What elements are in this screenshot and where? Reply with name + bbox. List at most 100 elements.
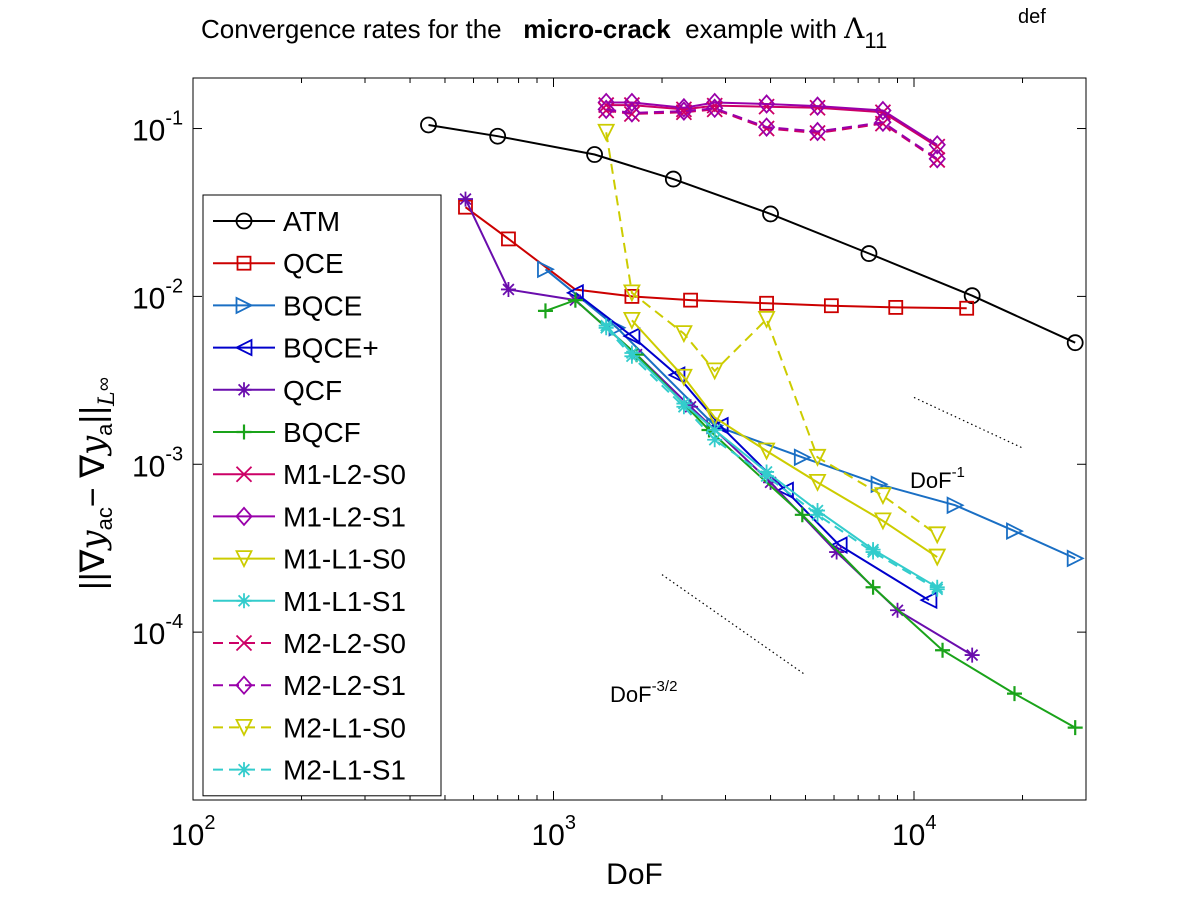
y-tick-label: 10-2 bbox=[132, 275, 183, 315]
data-point bbox=[537, 303, 553, 319]
data-point bbox=[808, 448, 827, 467]
data-point bbox=[537, 260, 555, 279]
data-point bbox=[873, 512, 892, 531]
data-point bbox=[919, 591, 938, 610]
data-point bbox=[500, 281, 516, 297]
series-M1-L2-S1 bbox=[597, 92, 946, 155]
data-point bbox=[705, 362, 724, 381]
data-point bbox=[622, 327, 641, 346]
data-point bbox=[597, 123, 616, 142]
legend-entry: ATM bbox=[213, 206, 340, 237]
legend-box bbox=[202, 194, 442, 797]
data-point bbox=[763, 474, 779, 490]
legend-label: M2-L1-S0 bbox=[283, 712, 406, 743]
reference-lines: DoF-1 DoF-3/2 bbox=[610, 396, 1023, 707]
title-symbol: Λ bbox=[843, 12, 865, 45]
data-point bbox=[808, 121, 827, 142]
legend-label: M2-L2-S0 bbox=[283, 628, 406, 659]
data-point bbox=[829, 544, 845, 560]
series-line-M1-L2-S1 bbox=[606, 101, 938, 146]
legend-entry: BQCF bbox=[213, 417, 361, 448]
data-point bbox=[457, 191, 473, 207]
axis-labels: DoF ||∇yac− ∇ya||L∞ bbox=[73, 377, 663, 891]
title-superscript: def bbox=[1018, 6, 1046, 28]
y-tick-label: 10-3 bbox=[132, 443, 183, 483]
data-point bbox=[1006, 522, 1025, 541]
ylabel-subscript-L: L bbox=[95, 391, 120, 407]
data-point bbox=[598, 320, 614, 336]
series-line-ATM bbox=[428, 124, 1076, 344]
data-point bbox=[1066, 549, 1085, 568]
legend-swatch-marker bbox=[235, 675, 253, 696]
series-M1-L1-S0 bbox=[622, 311, 947, 567]
legend-swatch-marker bbox=[236, 255, 252, 271]
data-point bbox=[964, 647, 980, 663]
title-subscript: 11 bbox=[864, 28, 887, 53]
legend-entry: M2-L1-S1 bbox=[213, 755, 406, 786]
legend-swatch-marker bbox=[235, 466, 253, 483]
data-point bbox=[1066, 334, 1084, 352]
legend-label: BQCE bbox=[283, 290, 362, 321]
legend-label: M1-L2-S0 bbox=[283, 459, 406, 490]
data-point bbox=[1067, 720, 1083, 736]
series-QCE bbox=[458, 199, 975, 316]
legend-swatch-marker bbox=[236, 593, 252, 609]
data-point bbox=[623, 92, 641, 113]
series-line-BQCE bbox=[544, 268, 1076, 560]
legend-entry: BQCE bbox=[213, 290, 362, 321]
x-tick-label: 103 bbox=[531, 812, 576, 852]
y-axis-label: ||∇yac− ∇ya||L∞ bbox=[73, 377, 120, 590]
x-tick-label: 104 bbox=[892, 812, 937, 852]
data-point bbox=[597, 99, 615, 120]
ylabel-bars-close: || bbox=[74, 406, 112, 424]
data-point bbox=[1006, 686, 1022, 702]
data-point bbox=[874, 100, 892, 121]
data-point bbox=[622, 284, 641, 303]
legend-entry: QCF bbox=[213, 375, 342, 406]
data-point bbox=[928, 134, 946, 155]
legend-swatch-marker bbox=[235, 719, 253, 737]
legend-label: M2-L1-S1 bbox=[283, 755, 406, 786]
legend-swatch-marker bbox=[234, 338, 253, 357]
data-point bbox=[888, 299, 904, 315]
title-suffix: example with bbox=[671, 14, 844, 44]
reference-line-0 bbox=[913, 396, 1023, 449]
legend-entry: M1-L1-S0 bbox=[213, 544, 406, 575]
legend-entry: M2-L2-S0 bbox=[213, 628, 406, 659]
series-M2-L1-S1 bbox=[598, 320, 945, 597]
data-point bbox=[928, 148, 946, 169]
legend-entry: M2-L1-S0 bbox=[213, 712, 406, 743]
series-line-M2-L2-S0 bbox=[606, 108, 938, 161]
legend-swatch-marker bbox=[236, 762, 252, 778]
data-point bbox=[757, 117, 776, 137]
data-point bbox=[675, 97, 693, 118]
data-point bbox=[794, 507, 810, 523]
series-line-M1-L2-S0 bbox=[606, 104, 938, 148]
data-point bbox=[489, 127, 507, 145]
ylabel-sub1: ac bbox=[92, 507, 117, 530]
data-point bbox=[808, 96, 827, 116]
legend-swatch-marker bbox=[236, 382, 252, 398]
chart-title: Convergence rates for the micro-crack ex… bbox=[201, 6, 1046, 53]
data-point bbox=[759, 468, 775, 484]
data-point bbox=[675, 101, 693, 121]
legend-label: BQCE+ bbox=[283, 333, 379, 364]
data-point bbox=[865, 544, 881, 560]
ylabel-minus: − bbox=[74, 478, 112, 507]
legend-swatch-marker bbox=[235, 212, 253, 230]
data-point bbox=[707, 432, 723, 448]
data-point bbox=[420, 116, 437, 134]
x-axis-label: DoF bbox=[606, 858, 663, 891]
legend-label: M2-L2-S1 bbox=[283, 670, 406, 701]
legend-entry: M2-L2-S1 bbox=[213, 670, 406, 701]
y-tick-label: 10-1 bbox=[132, 108, 183, 148]
data-point bbox=[935, 642, 951, 658]
data-point bbox=[674, 368, 693, 387]
data-point bbox=[874, 112, 892, 133]
data-point bbox=[928, 526, 947, 545]
data-point bbox=[808, 473, 827, 492]
data-point bbox=[683, 292, 698, 308]
data-point bbox=[705, 92, 724, 113]
data-point bbox=[929, 581, 945, 597]
